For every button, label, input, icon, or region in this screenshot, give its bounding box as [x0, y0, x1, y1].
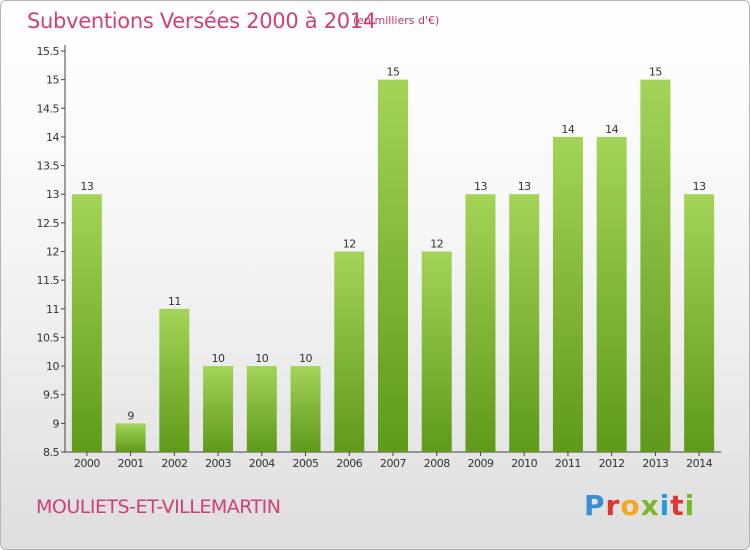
bar [159, 308, 190, 452]
data-label: 15 [387, 66, 400, 79]
x-tick-label: 2012 [599, 457, 625, 470]
y-tick-label: 11 [46, 303, 59, 316]
logo-letter: t [670, 489, 685, 522]
logo-letter: i [659, 489, 671, 522]
data-label: 10 [212, 352, 225, 365]
data-label: 12 [343, 238, 356, 251]
bar [465, 194, 496, 452]
data-label: 13 [518, 180, 531, 193]
x-tick-label: 2000 [74, 457, 100, 470]
bar [334, 251, 365, 452]
data-label: 14 [561, 123, 574, 136]
x-tick-label: 2010 [511, 457, 537, 470]
y-tick-label: 10.5 [37, 331, 60, 344]
bar [640, 79, 671, 453]
chart-unit: (en milliers d'€) [353, 14, 440, 27]
x-tick-label: 2014 [686, 457, 712, 470]
data-label: 13 [693, 180, 706, 193]
x-tick-label: 2001 [118, 457, 144, 470]
logo-letter: r [605, 489, 621, 522]
x-tick-label: 2006 [336, 457, 362, 470]
x-tick-label: 2009 [467, 457, 493, 470]
y-tick-label: 11.5 [37, 274, 60, 287]
bar [290, 366, 321, 452]
y-tick-label: 13 [46, 188, 59, 201]
x-tick-label: 2005 [293, 457, 319, 470]
x-tick-label: 2003 [205, 457, 231, 470]
bar [552, 136, 583, 452]
y-tick-label: 12.5 [37, 217, 60, 230]
y-tick-label: 14 [46, 131, 59, 144]
logo-letter: i [684, 489, 696, 522]
x-tick-label: 2007 [380, 457, 406, 470]
y-tick-label: 9.5 [43, 389, 59, 402]
data-label: 13 [80, 180, 93, 193]
y-tick-label: 15.5 [37, 45, 60, 58]
bar [378, 79, 408, 453]
bar [203, 366, 234, 452]
bar [71, 194, 102, 452]
logo-letter: P [584, 489, 606, 522]
x-tick-label: 2008 [424, 457, 450, 470]
data-label: 12 [430, 238, 443, 251]
y-tick-label: 15 [46, 74, 59, 87]
y-tick-label: 14.5 [37, 102, 60, 115]
data-label: 10 [255, 352, 268, 365]
bar [684, 194, 715, 452]
chart-title: Subventions Versées 2000 à 2014 [27, 9, 376, 33]
data-label: 13 [474, 180, 487, 193]
y-tick-label: 8.5 [43, 446, 59, 459]
bar [115, 423, 146, 452]
logo-letter: x [640, 489, 660, 522]
x-tick-label: 2004 [249, 457, 275, 470]
y-tick-label: 9 [53, 417, 60, 430]
proxiti-logo[interactable]: Proxiti [584, 489, 695, 522]
bar [421, 251, 452, 452]
data-label: 9 [127, 409, 134, 422]
data-label: 10 [299, 352, 312, 365]
y-tick-label: 10 [46, 360, 59, 373]
y-tick-label: 12 [46, 246, 59, 259]
x-tick-label: 2011 [555, 457, 581, 470]
data-label: 15 [649, 66, 662, 79]
bar [246, 366, 277, 452]
bar [509, 194, 540, 452]
commune-name: MOULIETS-ET-VILLEMARTIN [36, 496, 281, 518]
data-label: 14 [605, 123, 618, 136]
x-tick-label: 2013 [642, 457, 668, 470]
y-tick-label: 13.5 [37, 160, 60, 173]
logo-letter: o [620, 489, 641, 522]
bar [596, 136, 627, 452]
data-label: 11 [168, 295, 181, 308]
x-tick-label: 2002 [161, 457, 187, 470]
